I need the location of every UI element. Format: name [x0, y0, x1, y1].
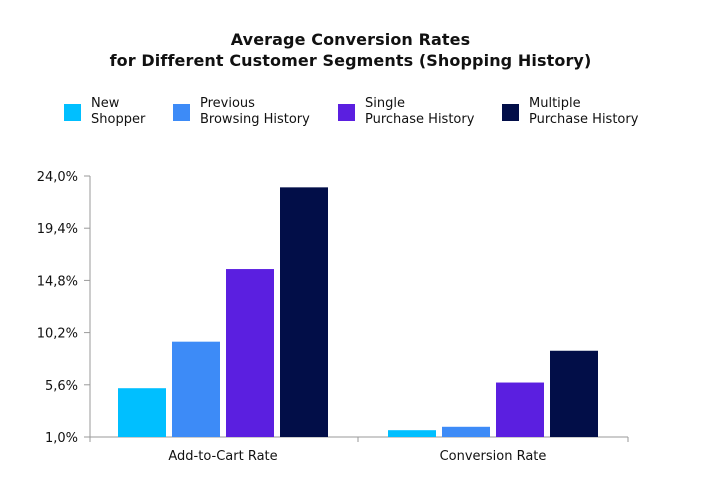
y-tick-label: 24,0%: [37, 170, 78, 185]
y-tick-label: 5,6%: [45, 379, 78, 394]
y-tick-label: 19,4%: [37, 222, 78, 237]
bar: [496, 382, 544, 437]
legend-item-single-purchase-history: Single Purchase History: [338, 96, 474, 128]
y-tick-label: 1,0%: [45, 431, 78, 446]
bar: [442, 426, 490, 437]
y-tick-label: 14,8%: [37, 274, 78, 289]
bar: [388, 430, 436, 437]
legend-item-previous-browsing-history: Previous Browsing History: [173, 96, 310, 128]
x-category-label: Conversion Rate: [440, 449, 547, 464]
legend-item-multiple-purchase-history: Multiple Purchase History: [502, 96, 638, 128]
legend-swatch-new-shopper: [64, 104, 81, 121]
bar: [280, 187, 328, 437]
chart-title-line-1: Average Conversion Rates: [230, 30, 471, 49]
legend-swatch-previous-browsing-history: [173, 104, 190, 121]
legend-swatch-single-purchase-history: [338, 104, 355, 121]
chart-title: Average Conversion Rates for Different C…: [0, 29, 701, 71]
legend-label-multiple-purchase-history: Multiple Purchase History: [529, 96, 639, 127]
legend-item-new-shopper: New Shopper: [64, 96, 145, 128]
y-tick-label: 10,2%: [37, 327, 78, 342]
bar: [118, 388, 166, 437]
x-category-label: Add-to-Cart Rate: [168, 449, 277, 464]
bar: [550, 350, 598, 437]
legend-swatch-multiple-purchase-history: [502, 104, 519, 121]
bar: [172, 341, 220, 437]
chart-legend: New Shopper Previous Browsing History Si…: [0, 96, 701, 136]
legend-label-new-shopper: New Shopper: [91, 96, 146, 127]
chart-title-line-2: for Different Customer Segments (Shoppin…: [109, 51, 592, 70]
bar: [226, 269, 274, 437]
legend-label-previous-browsing-history: Previous Browsing History: [200, 96, 310, 127]
legend-label-single-purchase-history: Single Purchase History: [365, 96, 475, 127]
